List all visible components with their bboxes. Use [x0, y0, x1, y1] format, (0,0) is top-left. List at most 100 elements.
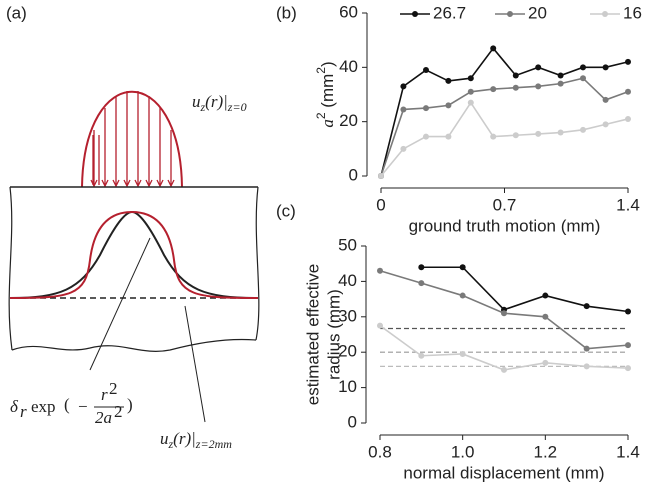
point [418, 264, 425, 271]
label-part: 2 [114, 402, 123, 421]
x-tick-label: 0.8 [368, 442, 392, 461]
label-part: r [20, 402, 27, 421]
point [583, 345, 590, 352]
point [557, 129, 564, 136]
label-part: z=2mm [195, 437, 232, 451]
y-tick-label: 0 [349, 165, 358, 184]
legend-marker [412, 11, 418, 17]
point [625, 365, 631, 372]
point [378, 173, 384, 179]
point [418, 352, 425, 359]
point [459, 264, 466, 271]
point [459, 350, 466, 357]
series-line [421, 266, 629, 313]
point [535, 64, 542, 71]
label-part: z=0 [227, 100, 247, 114]
y-tick-label: 40 [338, 271, 357, 290]
point [490, 86, 497, 93]
x-tick-label: 0 [376, 195, 385, 214]
x-tick-label: 1.2 [534, 442, 558, 461]
point [400, 106, 407, 113]
diagram [8, 91, 260, 423]
y-label-part: 2 [314, 67, 328, 74]
point [580, 64, 587, 71]
point [535, 130, 542, 137]
point [580, 75, 587, 82]
y-tick-label: 40 [339, 57, 358, 76]
y-axis-label: radius (mm) [324, 289, 343, 380]
point [445, 77, 452, 84]
point [445, 133, 452, 140]
y-tick-label: 30 [338, 306, 357, 325]
point [512, 132, 519, 139]
panel-tag: (c) [276, 201, 296, 220]
legend-marker [507, 11, 513, 17]
point [501, 366, 507, 373]
point [377, 322, 383, 329]
label-part: z [200, 100, 206, 114]
point [542, 359, 549, 366]
panel-tag: (b) [276, 3, 297, 22]
point [400, 145, 407, 152]
y-tick-label: 10 [338, 377, 357, 396]
label-part: ) [127, 395, 133, 414]
point [377, 267, 383, 274]
panel-tag: (a) [6, 3, 27, 22]
point [490, 45, 497, 52]
series-line [380, 77, 629, 177]
point [625, 88, 631, 95]
x-tick-label: 0.7 [493, 195, 517, 214]
y-tick-label: 60 [339, 2, 358, 21]
point [580, 126, 587, 133]
point [557, 80, 564, 87]
point [625, 115, 631, 122]
point [602, 64, 609, 71]
label-part: z [168, 437, 174, 451]
point [422, 67, 429, 74]
point [602, 96, 609, 103]
point [422, 133, 429, 140]
point [625, 308, 631, 315]
surface-profile [81, 91, 183, 188]
point [542, 292, 549, 299]
point [583, 303, 590, 310]
y-tick-label: 0 [348, 412, 357, 431]
x-tick-label: 1.0 [451, 442, 475, 461]
label-part: − [78, 397, 88, 416]
point [557, 72, 564, 79]
point [625, 342, 631, 349]
label-part: u [160, 429, 169, 448]
label-top: uz(r)|z=0 [192, 92, 247, 114]
point [512, 72, 519, 79]
point [625, 58, 631, 65]
legend-label: 26.7 [433, 3, 466, 22]
point [542, 313, 549, 320]
point [459, 292, 466, 299]
x-axis-label: ground truth motion (mm) [409, 216, 601, 235]
legend-label: 20 [528, 3, 547, 22]
point [467, 88, 474, 95]
point [422, 105, 429, 112]
y-label-part: a [318, 119, 337, 128]
label-bottom: uz(r)|z=2mm [160, 429, 232, 451]
point [445, 102, 452, 109]
legend-label: 16 [623, 3, 642, 22]
label-gauss: δ r exp ( − r 2 2a 2 ) [10, 379, 133, 427]
label-part: ( [64, 395, 70, 414]
series-line [380, 47, 629, 177]
point [512, 84, 519, 91]
label-part: (r)| [205, 92, 228, 111]
y-axis-label: a2 (mm2) [314, 61, 337, 127]
x-axis-label: normal displacement (mm) [403, 463, 604, 482]
y-axis-label: estimated effective [303, 264, 322, 405]
point [418, 280, 425, 287]
y-label-part: ) [318, 61, 337, 67]
x-tick-label: 1.4 [616, 195, 640, 214]
series-line [380, 101, 629, 177]
y-label-part: 2 [314, 112, 328, 119]
point [467, 99, 474, 106]
y-tick-label: 20 [339, 111, 358, 130]
label-part: u [192, 92, 201, 111]
point [535, 83, 542, 90]
